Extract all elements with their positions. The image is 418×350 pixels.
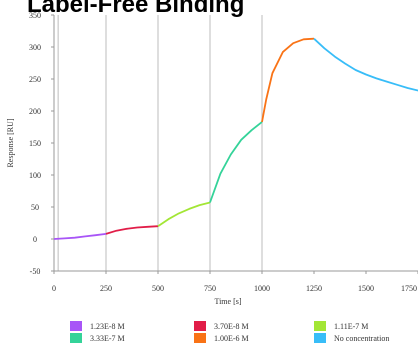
legend-swatch — [194, 333, 206, 343]
chart-title: Label-Free Binding — [27, 0, 245, 18]
tick-labels: -50 0 50 100 150 200 250 300 350 0 250 500 750 1000 12… — [29, 11, 417, 293]
x-tick-label: 1750 — [401, 284, 417, 293]
legend-item: 1.23E-8 M — [70, 320, 125, 332]
x-tick-label: 500 — [152, 284, 164, 293]
y-tick-label: 100 — [29, 171, 41, 180]
y-tick-label: 0 — [33, 235, 37, 244]
legend-label: 3.33E-7 M — [90, 333, 125, 343]
legend-swatch — [70, 333, 82, 343]
y-axis-label: Response [RU] — [6, 118, 15, 167]
legend-swatch — [314, 333, 326, 343]
y-tick-label: 300 — [29, 43, 41, 52]
legend-item: 1.11E-7 M — [314, 320, 368, 332]
y-tick-label: -50 — [30, 267, 41, 276]
series-line-4 — [261, 37, 315, 123]
legend: 1.23E-8 M 3.70E-8 M 1.11E-7 M 3.33E-7 M 1.00… — [70, 320, 418, 350]
legend-swatch — [70, 321, 82, 331]
y-tick-label: 200 — [29, 107, 41, 116]
line-chart: -50 0 50 100 150 200 250 300 350 0 250 500 750 1000 12… — [6, 11, 418, 306]
series-line-3 — [209, 121, 263, 203]
y-tick-label: 250 — [29, 75, 41, 84]
series-line-2 — [157, 201, 211, 227]
legend-swatch — [314, 321, 326, 331]
y-tick-label: 150 — [29, 139, 41, 148]
y-tick-label: 350 — [29, 11, 41, 20]
legend-swatch — [194, 321, 206, 331]
reference-lines — [57, 15, 263, 271]
x-tick-label: 1500 — [358, 284, 374, 293]
x-tick-label: 1250 — [306, 284, 322, 293]
x-axis-label: Time [s] — [214, 297, 241, 306]
legend-label: 1.11E-7 M — [334, 321, 369, 331]
legend-item: 3.33E-7 M — [70, 332, 125, 344]
x-tick-label: 1000 — [254, 284, 270, 293]
legend-label: 1.00E-6 M — [214, 333, 249, 343]
legend-label: 3.70E-8 M — [214, 321, 249, 331]
x-tick-label: 250 — [100, 284, 112, 293]
axes — [51, 14, 418, 274]
legend-item: 3.70E-8 M — [194, 320, 249, 332]
legend-label: 1.23E-8 M — [90, 321, 125, 331]
legend-item: 1.00E-6 M — [194, 332, 249, 344]
x-tick-label: 0 — [52, 284, 56, 293]
legend-label: No concentration — [334, 333, 390, 343]
legend-item: No concentration — [314, 332, 389, 344]
series-line-0 — [54, 233, 107, 240]
series-lines — [54, 37, 418, 240]
series-line-1 — [105, 225, 159, 235]
series-line-5 — [313, 38, 418, 92]
x-tick-label: 750 — [204, 284, 216, 293]
y-tick-label: 50 — [31, 203, 39, 212]
